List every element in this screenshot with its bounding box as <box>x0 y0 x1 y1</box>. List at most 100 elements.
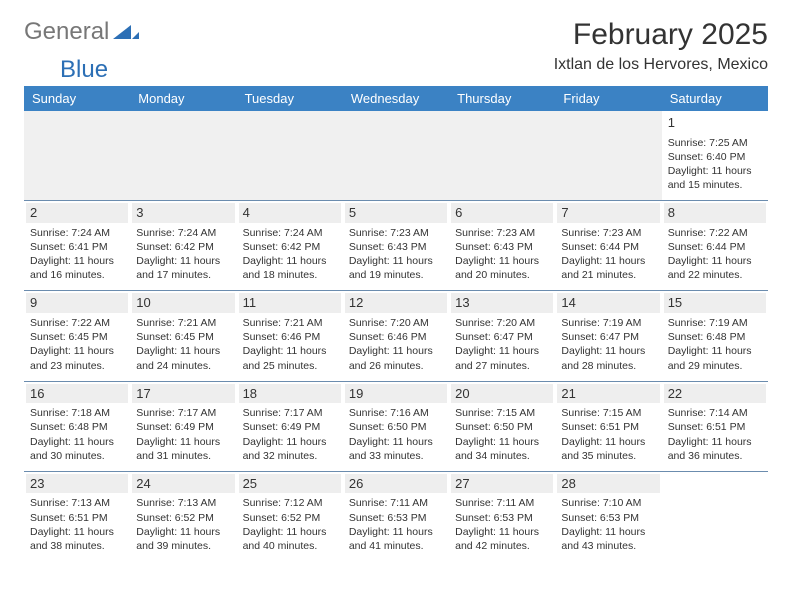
calendar-cell: 13Sunrise: 7:20 AMSunset: 6:47 PMDayligh… <box>449 291 555 381</box>
daylight-line: Daylight: 11 hours and 15 minutes. <box>668 164 762 192</box>
day-number: 12 <box>345 293 447 313</box>
calendar-cell: 26Sunrise: 7:11 AMSunset: 6:53 PMDayligh… <box>343 471 449 561</box>
calendar-table: SundayMondayTuesdayWednesdayThursdayFrid… <box>24 86 768 561</box>
day-number: 16 <box>26 384 128 404</box>
sunset-line: Sunset: 6:42 PM <box>136 240 230 254</box>
month-title: February 2025 <box>554 18 768 52</box>
sunset-line: Sunset: 6:53 PM <box>455 511 549 525</box>
sunrise-line: Sunrise: 7:25 AM <box>668 136 762 150</box>
sunset-line: Sunset: 6:41 PM <box>30 240 124 254</box>
sunrise-line: Sunrise: 7:12 AM <box>243 496 337 510</box>
daylight-line: Daylight: 11 hours and 35 minutes. <box>561 435 655 463</box>
day-number: 3 <box>132 203 234 223</box>
day-number: 17 <box>132 384 234 404</box>
calendar-cell: 24Sunrise: 7:13 AMSunset: 6:52 PMDayligh… <box>130 471 236 561</box>
day-number: 2 <box>26 203 128 223</box>
day-number: 19 <box>345 384 447 404</box>
sunset-line: Sunset: 6:52 PM <box>136 511 230 525</box>
calendar-cell: 9Sunrise: 7:22 AMSunset: 6:45 PMDaylight… <box>24 291 130 381</box>
calendar-cell: 8Sunrise: 7:22 AMSunset: 6:44 PMDaylight… <box>662 201 768 291</box>
sunset-line: Sunset: 6:49 PM <box>136 420 230 434</box>
sunset-line: Sunset: 6:40 PM <box>668 150 762 164</box>
calendar-cell <box>24 111 130 201</box>
day-number: 10 <box>132 293 234 313</box>
sunset-line: Sunset: 6:47 PM <box>561 330 655 344</box>
daylight-line: Daylight: 11 hours and 22 minutes. <box>668 254 762 282</box>
sunset-line: Sunset: 6:43 PM <box>455 240 549 254</box>
daylight-line: Daylight: 11 hours and 16 minutes. <box>30 254 124 282</box>
sunrise-line: Sunrise: 7:13 AM <box>30 496 124 510</box>
sunrise-line: Sunrise: 7:17 AM <box>243 406 337 420</box>
page-header: General February 2025 Ixtlan de los Herv… <box>24 18 768 74</box>
sunrise-line: Sunrise: 7:15 AM <box>561 406 655 420</box>
daylight-line: Daylight: 11 hours and 34 minutes. <box>455 435 549 463</box>
calendar-cell <box>343 111 449 201</box>
calendar-cell <box>130 111 236 201</box>
daylight-line: Daylight: 11 hours and 31 minutes. <box>136 435 230 463</box>
day-number: 11 <box>239 293 341 313</box>
calendar-cell: 10Sunrise: 7:21 AMSunset: 6:45 PMDayligh… <box>130 291 236 381</box>
day-number: 1 <box>664 113 766 133</box>
sunset-line: Sunset: 6:51 PM <box>30 511 124 525</box>
day-header-row: SundayMondayTuesdayWednesdayThursdayFrid… <box>24 86 768 111</box>
calendar-cell <box>555 111 661 201</box>
day-number: 6 <box>451 203 553 223</box>
sunrise-line: Sunrise: 7:10 AM <box>561 496 655 510</box>
calendar-cell: 20Sunrise: 7:15 AMSunset: 6:50 PMDayligh… <box>449 381 555 471</box>
calendar-cell: 18Sunrise: 7:17 AMSunset: 6:49 PMDayligh… <box>237 381 343 471</box>
sunrise-line: Sunrise: 7:22 AM <box>668 226 762 240</box>
calendar-cell: 15Sunrise: 7:19 AMSunset: 6:48 PMDayligh… <box>662 291 768 381</box>
sunrise-line: Sunrise: 7:19 AM <box>561 316 655 330</box>
sunrise-line: Sunrise: 7:23 AM <box>349 226 443 240</box>
sunset-line: Sunset: 6:50 PM <box>455 420 549 434</box>
logo-text-2: Blue <box>60 56 108 84</box>
sunrise-line: Sunrise: 7:20 AM <box>455 316 549 330</box>
day-header: Thursday <box>449 86 555 111</box>
daylight-line: Daylight: 11 hours and 30 minutes. <box>30 435 124 463</box>
day-number: 7 <box>557 203 659 223</box>
day-number: 18 <box>239 384 341 404</box>
sunset-line: Sunset: 6:47 PM <box>455 330 549 344</box>
calendar-cell: 28Sunrise: 7:10 AMSunset: 6:53 PMDayligh… <box>555 471 661 561</box>
calendar-cell: 2Sunrise: 7:24 AMSunset: 6:41 PMDaylight… <box>24 201 130 291</box>
day-header: Tuesday <box>237 86 343 111</box>
sunrise-line: Sunrise: 7:13 AM <box>136 496 230 510</box>
day-number: 13 <box>451 293 553 313</box>
day-header: Saturday <box>662 86 768 111</box>
calendar-cell: 16Sunrise: 7:18 AMSunset: 6:48 PMDayligh… <box>24 381 130 471</box>
calendar-cell: 3Sunrise: 7:24 AMSunset: 6:42 PMDaylight… <box>130 201 236 291</box>
calendar-week: 9Sunrise: 7:22 AMSunset: 6:45 PMDaylight… <box>24 291 768 381</box>
title-block: February 2025 Ixtlan de los Hervores, Me… <box>554 18 768 74</box>
sunrise-line: Sunrise: 7:24 AM <box>136 226 230 240</box>
day-number: 20 <box>451 384 553 404</box>
sunset-line: Sunset: 6:45 PM <box>30 330 124 344</box>
logo: General <box>24 18 139 46</box>
sunrise-line: Sunrise: 7:14 AM <box>668 406 762 420</box>
daylight-line: Daylight: 11 hours and 26 minutes. <box>349 344 443 372</box>
daylight-line: Daylight: 11 hours and 21 minutes. <box>561 254 655 282</box>
sunset-line: Sunset: 6:46 PM <box>349 330 443 344</box>
sunrise-line: Sunrise: 7:11 AM <box>455 496 549 510</box>
day-number: 27 <box>451 474 553 494</box>
calendar-week: 1 Sunrise: 7:25 AMSunset: 6:40 PMDaylight… <box>24 111 768 201</box>
day-number: 28 <box>557 474 659 494</box>
sunset-line: Sunset: 6:50 PM <box>349 420 443 434</box>
daylight-line: Daylight: 11 hours and 28 minutes. <box>561 344 655 372</box>
daylight-line: Daylight: 11 hours and 42 minutes. <box>455 525 549 553</box>
calendar-cell <box>662 471 768 561</box>
calendar-cell: 1 Sunrise: 7:25 AMSunset: 6:40 PMDaylight… <box>662 111 768 201</box>
day-number: 14 <box>557 293 659 313</box>
calendar-cell: 6Sunrise: 7:23 AMSunset: 6:43 PMDaylight… <box>449 201 555 291</box>
sunrise-line: Sunrise: 7:16 AM <box>349 406 443 420</box>
daylight-line: Daylight: 11 hours and 39 minutes. <box>136 525 230 553</box>
location-text: Ixtlan de los Hervores, Mexico <box>554 56 768 74</box>
daylight-line: Daylight: 11 hours and 23 minutes. <box>30 344 124 372</box>
calendar-cell: 19Sunrise: 7:16 AMSunset: 6:50 PMDayligh… <box>343 381 449 471</box>
calendar-cell: 22Sunrise: 7:14 AMSunset: 6:51 PMDayligh… <box>662 381 768 471</box>
calendar-cell <box>449 111 555 201</box>
sunrise-line: Sunrise: 7:17 AM <box>136 406 230 420</box>
day-number: 5 <box>345 203 447 223</box>
daylight-line: Daylight: 11 hours and 29 minutes. <box>668 344 762 372</box>
daylight-line: Daylight: 11 hours and 19 minutes. <box>349 254 443 282</box>
sunset-line: Sunset: 6:52 PM <box>243 511 337 525</box>
